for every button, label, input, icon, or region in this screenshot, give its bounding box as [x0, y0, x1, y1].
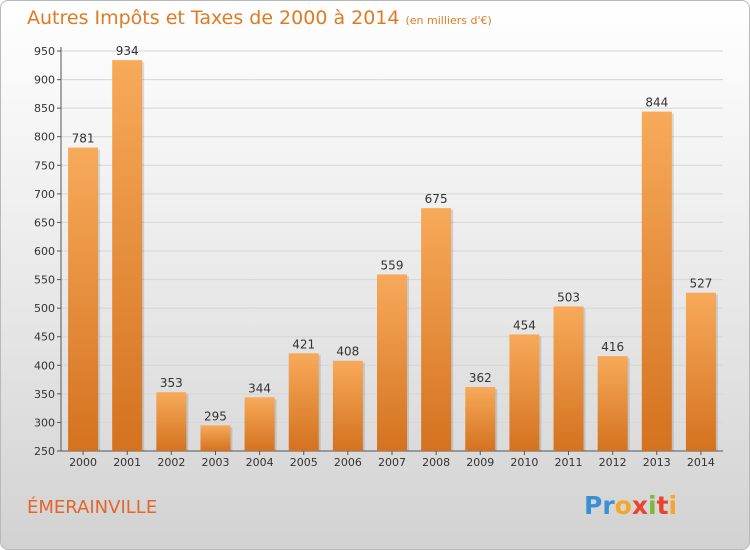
y-tick-label: 950	[34, 45, 55, 58]
bar-2003	[200, 425, 231, 451]
y-tick-label: 800	[34, 131, 55, 144]
data-label: 362	[469, 371, 492, 385]
bar-2001	[112, 60, 143, 452]
data-label: 503	[557, 290, 580, 304]
x-tick-label: 2006	[334, 456, 362, 469]
bar-2006	[332, 360, 363, 451]
y-tick-label: 600	[34, 245, 55, 258]
x-tick-label: 2009	[466, 456, 494, 469]
logo-letter: r	[602, 491, 615, 520]
logo-letter: i	[668, 491, 678, 520]
bar-2004	[244, 397, 275, 451]
bar-2010	[509, 334, 540, 451]
x-tick-label: 2007	[378, 456, 406, 469]
data-label: 416	[601, 340, 624, 354]
data-label: 675	[425, 192, 448, 206]
chart-title: Autres Impôts et Taxes de 2000 à 2014 (en…	[27, 7, 492, 29]
bar-series	[68, 60, 718, 452]
data-labels: 781 934 353 295 344 421 408 559 675 362 454 503 416 8…	[72, 44, 713, 423]
data-label: 934	[116, 44, 139, 58]
data-label: 353	[160, 376, 183, 390]
y-tick-label: 400	[34, 359, 55, 372]
x-tick-label: 2011	[555, 456, 583, 469]
x-tick-label: 2002	[157, 456, 185, 469]
data-label: 844	[645, 96, 668, 110]
x-tick-label: 2010	[510, 456, 538, 469]
x-tick-label: 2000	[69, 456, 97, 469]
y-tick-label: 350	[34, 388, 55, 401]
y-tick-label: 500	[34, 302, 55, 315]
x-tick-label: 2001	[113, 456, 141, 469]
y-tick-label: 650	[34, 216, 55, 229]
y-tick-label: 750	[34, 159, 55, 172]
logo-letter: x	[631, 491, 648, 520]
bar-2012	[597, 356, 628, 451]
y-tick-label: 300	[34, 416, 55, 429]
proxiti-logo: Proxiti	[584, 491, 677, 520]
y-tick-label: 700	[34, 188, 55, 201]
y-tick-label: 250	[34, 445, 55, 458]
y-tick-label: 450	[34, 331, 55, 344]
commune-name: ÉMERAINVILLE	[27, 497, 158, 518]
data-label: 559	[381, 258, 404, 272]
x-tick-label: 2013	[643, 456, 671, 469]
bar-2014	[685, 292, 716, 451]
x-tick-label: 2008	[422, 456, 450, 469]
chart-unit-label: (en milliers d'€)	[405, 14, 492, 27]
bar-2013	[641, 111, 672, 452]
y-tick-labels: 250 300 350 400 450 500 550 600 650 700 750 800 850 9…	[34, 45, 55, 458]
x-tick-label: 2004	[246, 456, 274, 469]
bar-2007	[377, 274, 407, 451]
y-tick-label: 900	[34, 74, 55, 87]
logo-letter: P	[584, 491, 603, 520]
y-tick-label: 550	[34, 274, 55, 287]
data-label: 421	[292, 337, 315, 351]
data-label: 454	[513, 318, 536, 332]
x-tick-label: 2005	[290, 456, 318, 469]
data-label: 781	[72, 132, 95, 146]
chart-title-text: Autres Impôts et Taxes de 2000 à 2014	[27, 7, 400, 29]
bar-2000	[68, 147, 99, 452]
logo-letter: t	[656, 491, 669, 520]
data-label: 344	[248, 381, 271, 395]
x-tick-label: 2012	[599, 456, 627, 469]
data-label: 408	[336, 345, 359, 359]
bar-2002	[156, 392, 187, 451]
x-tick-label: 2014	[687, 456, 715, 469]
data-label: 295	[204, 409, 227, 423]
bar-2011	[553, 306, 584, 451]
x-tick-labels: 2000 2001 2002 2003 2004 2005 2006 2007 2008 2009…	[69, 456, 715, 469]
logo-letter: o	[614, 491, 632, 520]
logo-letter: i	[648, 491, 657, 520]
y-tick-label: 850	[34, 102, 55, 115]
x-tick-label: 2003	[201, 456, 229, 469]
data-label: 527	[689, 277, 712, 291]
bar-2009	[465, 387, 496, 451]
bar-2005	[288, 353, 319, 451]
bar-2008	[421, 208, 452, 451]
